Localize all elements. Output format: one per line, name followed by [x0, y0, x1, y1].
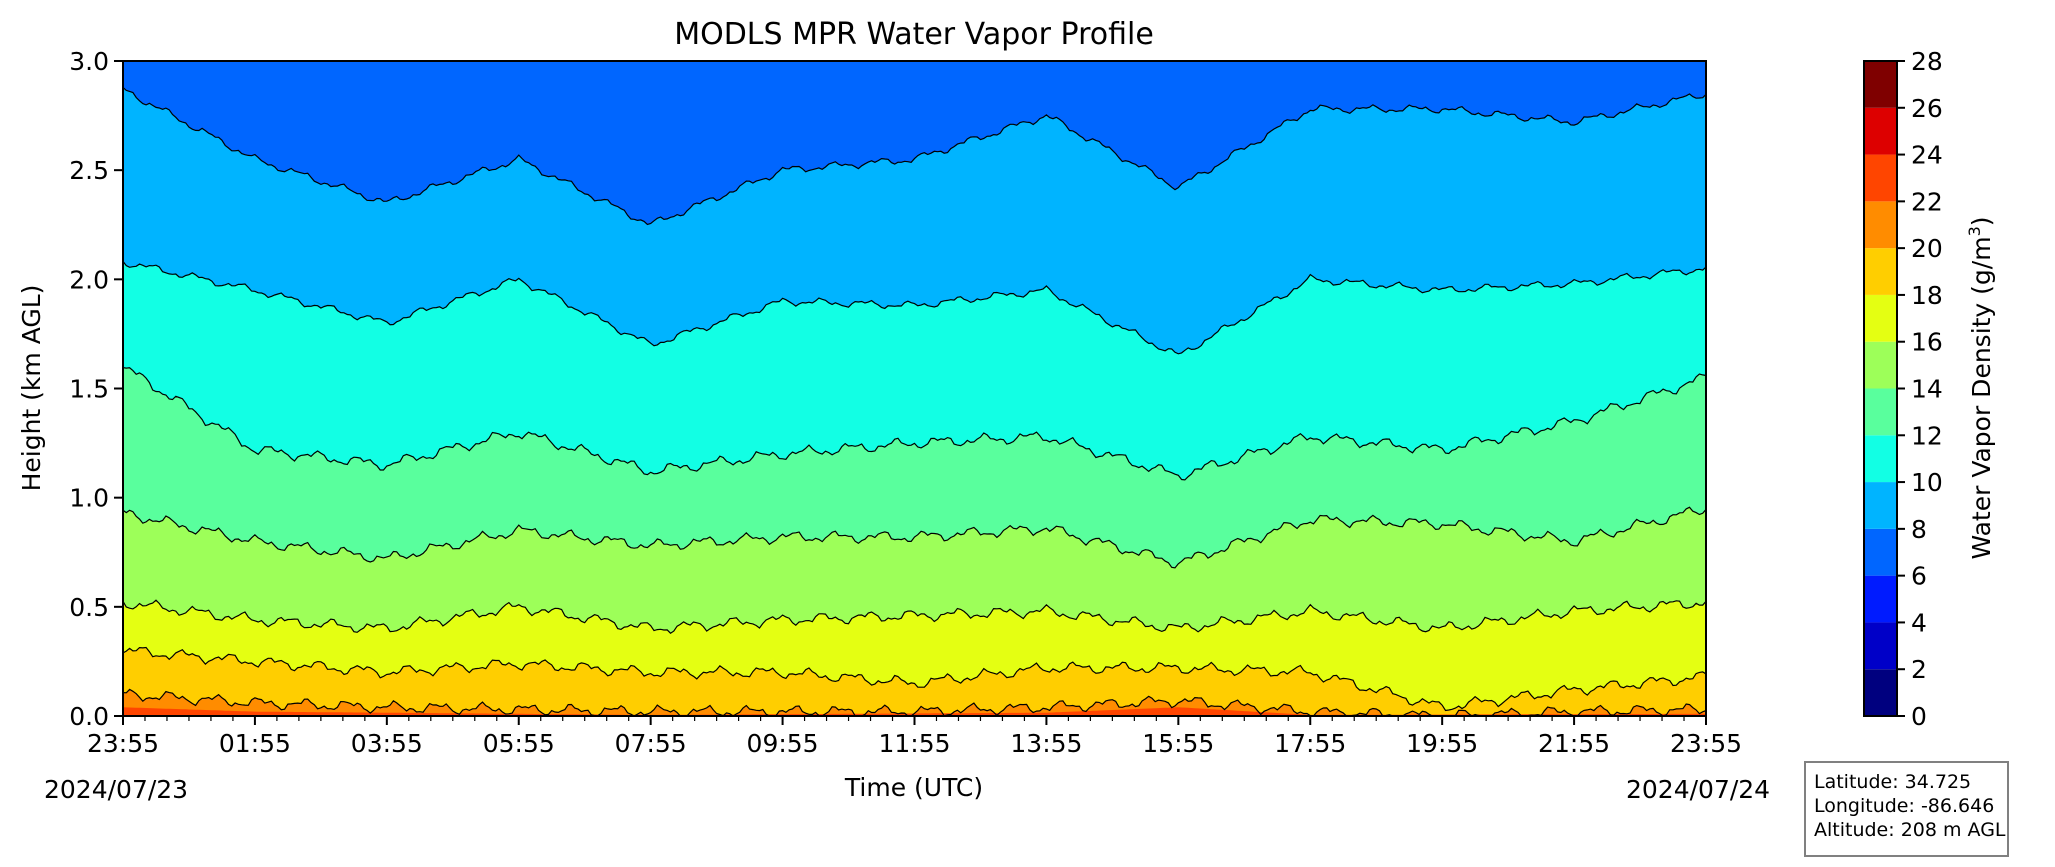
contour-8 — [123, 86, 1706, 226]
date-start-label: 2024/07/23 — [44, 775, 188, 804]
colorbar-label-main: Water Vapor Density (g/m — [1967, 236, 1996, 559]
contour-12 — [123, 367, 1706, 481]
x-tick-label: 11:55 — [878, 729, 950, 758]
colorbar-tick-label: 8 — [1911, 515, 1927, 544]
contour-14 — [123, 506, 1706, 569]
station-longitude: Longitude: -86.646 — [1814, 795, 1995, 817]
colorbar-segment — [1864, 248, 1897, 295]
colorbar-tick-label: 6 — [1911, 562, 1927, 591]
y-axis-label: Height (km AGL) — [17, 285, 46, 492]
colorbar-segment — [1864, 294, 1897, 342]
contour-20 — [123, 688, 1706, 716]
colorbar-tick-label: 26 — [1911, 94, 1943, 123]
colorbar-tick-label: 14 — [1911, 375, 1943, 404]
colorbar-segment — [1864, 575, 1897, 623]
x-tick-label: 15:55 — [1142, 729, 1214, 758]
colorbar-tick-label: 2 — [1911, 655, 1927, 684]
x-axis: 23:55 01:55 03:55 05:55 07:55 09:55 11:55 13:55… — [87, 716, 1742, 758]
colorbar-tick-label: 4 — [1911, 608, 1927, 637]
colorbar-segment — [1864, 107, 1897, 155]
colorbar-tick-label: 12 — [1911, 421, 1943, 450]
colorbar-label-close: ) — [1967, 216, 1996, 226]
colorbar-segment — [1864, 154, 1897, 202]
band-22 — [123, 707, 1706, 716]
band-18 — [123, 647, 1706, 716]
x-tick-label: 21:55 — [1538, 729, 1610, 758]
colorbar-tick-label: 0 — [1911, 702, 1927, 731]
colorbar-tick-label: 28 — [1911, 47, 1943, 76]
y-tick-label: 1.0 — [69, 484, 109, 513]
colorbar-segment — [1864, 61, 1897, 108]
y-tick-label: 0.0 — [69, 702, 109, 731]
colorbar-segment — [1864, 341, 1897, 389]
y-tick-label: 3.0 — [69, 47, 109, 76]
colorbar — [1863, 60, 1898, 717]
x-tick-label: 01:55 — [219, 729, 291, 758]
colorbar-segment — [1864, 482, 1897, 529]
band-20 — [123, 689, 1706, 716]
colorbar-segment — [1864, 201, 1897, 249]
y-tick-label: 1.5 — [69, 375, 109, 404]
contour-18 — [123, 646, 1706, 712]
colorbar-tick-label: 22 — [1911, 187, 1943, 216]
colorbar-tick-label: 18 — [1911, 281, 1943, 310]
y-tick-label: 2.0 — [69, 265, 109, 294]
x-tick-label: 23:55 — [1670, 729, 1742, 758]
colorbar-tick-label: 10 — [1911, 468, 1943, 497]
y-tick-label: 0.5 — [69, 593, 109, 622]
colorbar-label: Water Vapor Density (g/m3) — [1965, 216, 1996, 559]
x-tick-label: 13:55 — [1010, 729, 1082, 758]
x-tick-label: 23:55 — [87, 729, 159, 758]
colorbar-tick-label: 16 — [1911, 328, 1943, 357]
x-tick-label: 03:55 — [351, 729, 423, 758]
colorbar-tick-label: 20 — [1911, 234, 1943, 263]
station-info-box: Latitude: 34.725 Longitude: -86.646 Alti… — [1804, 761, 2009, 857]
colorbar-segment — [1864, 388, 1897, 436]
y-tick-label: 2.5 — [69, 156, 109, 185]
y-axis: 0.0 0.5 1.0 1.5 2.0 2.5 3.0 — [69, 47, 123, 731]
x-tick-label: 07:55 — [615, 729, 687, 758]
station-altitude: Altitude: 208 m AGL — [1814, 819, 2006, 841]
colorbar-tick-label: 24 — [1911, 141, 1943, 170]
colorbar-label-sup: 3 — [1965, 226, 1984, 236]
plot-area — [123, 61, 1706, 716]
colorbar-segment — [1864, 669, 1897, 716]
x-axis-label: Time (UTC) — [844, 773, 983, 802]
station-latitude: Latitude: 34.725 — [1814, 771, 1972, 793]
x-tick-label: 09:55 — [747, 729, 819, 758]
contour-16 — [123, 599, 1706, 634]
chart-title: MODLS MPR Water Vapor Profile — [674, 17, 1154, 52]
colorbar-segment — [1864, 622, 1897, 670]
colorbar-segment — [1864, 435, 1897, 483]
contour-10 — [123, 261, 1706, 355]
x-tick-label: 19:55 — [1406, 729, 1478, 758]
x-tick-label: 05:55 — [483, 729, 555, 758]
date-end-label: 2024/07/24 — [1626, 775, 1770, 804]
colorbar-segment — [1864, 528, 1897, 576]
x-tick-label: 17:55 — [1274, 729, 1346, 758]
